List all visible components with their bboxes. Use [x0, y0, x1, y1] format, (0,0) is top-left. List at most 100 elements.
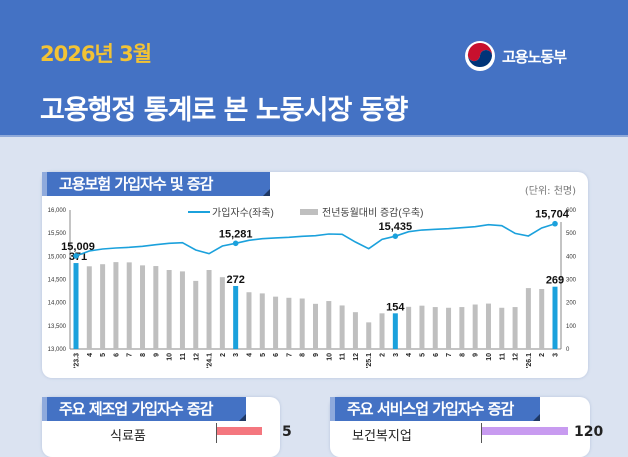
bar	[166, 270, 172, 349]
right-tick-label: 200	[566, 301, 577, 307]
left-tick-label: 16,000	[48, 208, 67, 214]
x-tick-label: 3	[233, 353, 240, 357]
left-tick-label: 15,000	[48, 254, 67, 260]
bar	[153, 266, 159, 349]
x-tick-label: 12	[513, 353, 520, 361]
bar	[126, 262, 132, 349]
axis-line	[481, 423, 482, 443]
legend-bar-label: 전년동월대비 증감(우축)	[322, 207, 423, 219]
combo-chart: 가입자수(좌축) 전년동월대비 증감(우축) 13,000 13,500 14,00…	[48, 206, 577, 368]
axis-line	[216, 423, 217, 443]
bar	[73, 263, 79, 349]
bar	[326, 301, 332, 349]
x-tick-label: 9	[313, 353, 320, 357]
bar	[472, 304, 478, 349]
x-tick-label: 11	[180, 353, 187, 361]
bar	[286, 297, 292, 349]
report-date: 2026년 3월	[40, 42, 152, 66]
bar	[86, 266, 92, 349]
x-tick-label: 6	[433, 353, 440, 357]
line-data-label: 15,009	[61, 241, 95, 253]
service-card: 주요 서비스업 가입자수 증감 보건복지업 120	[330, 397, 603, 457]
ministry-logo: 고용노동부	[464, 40, 567, 72]
x-tick-label: 9	[473, 353, 480, 357]
x-tick-label: '25.1	[366, 353, 373, 368]
x-tick-label: 6	[273, 353, 280, 357]
bar	[246, 292, 252, 349]
industry-bar	[482, 427, 568, 435]
bar	[206, 270, 212, 349]
bar	[485, 303, 491, 349]
x-tick-label: 7	[286, 353, 293, 357]
line-data-label: 15,435	[379, 221, 413, 233]
x-tick-label: '24.1	[207, 353, 214, 368]
right-tick-label: 0	[566, 347, 570, 353]
x-tick-label: '23.3	[74, 353, 81, 368]
x-tick-label: 10	[167, 353, 174, 361]
x-tick-label: 4	[87, 353, 94, 357]
taegeuk-emblem-icon	[465, 41, 495, 71]
line-data-label: 15,704	[535, 209, 570, 221]
right-tick-label: 400	[566, 254, 577, 260]
right-tick-label: 600	[566, 208, 577, 214]
bar	[512, 307, 518, 349]
manufacturing-card-title: 주요 제조업 가입자수 증감	[42, 397, 246, 421]
subscriber-line	[75, 222, 556, 257]
bar	[406, 306, 412, 349]
bar	[140, 265, 146, 349]
bar	[539, 288, 545, 349]
x-tick-label: 11	[340, 353, 347, 361]
left-tick-label: 13,500	[48, 324, 67, 330]
legend-line-label: 가입자수(좌축)	[212, 206, 274, 219]
bar	[499, 307, 505, 349]
x-tick-label: 12	[353, 353, 360, 361]
bar	[352, 312, 358, 349]
ministry-name: 고용노동부	[502, 47, 567, 66]
left-tick-label: 15,500	[48, 231, 67, 237]
service-card-title: 주요 서비스업 가입자수 증감	[330, 397, 540, 421]
x-tick-label: 3	[393, 353, 400, 357]
right-tick-label: 300	[566, 278, 577, 284]
line-point	[392, 233, 399, 239]
bar-data-label: 269	[546, 275, 564, 287]
line-point	[232, 240, 239, 247]
bar	[299, 298, 305, 349]
x-tick-label: 9	[153, 353, 160, 357]
x-tick-label: 2	[539, 353, 546, 357]
right-tick-label: 100	[566, 324, 577, 330]
industry-value: 120	[574, 424, 604, 440]
bar	[193, 280, 199, 349]
bar	[419, 305, 425, 349]
industry-label: 식료품	[110, 429, 146, 444]
bar	[379, 313, 385, 349]
bar	[552, 286, 558, 349]
bar	[219, 277, 225, 349]
bar	[100, 264, 106, 349]
industry-value: 5	[282, 424, 292, 440]
x-tick-label: 10	[486, 353, 493, 361]
x-tick-label: 7	[446, 353, 453, 357]
legend-bar-swatch	[300, 209, 318, 215]
x-tick-label: 8	[459, 353, 466, 357]
bar	[432, 307, 438, 349]
x-tick-label: 5	[419, 353, 426, 357]
bar	[525, 288, 531, 349]
x-tick-label: 12	[193, 353, 200, 361]
bar	[366, 322, 372, 349]
x-tick-label: 5	[260, 353, 267, 357]
bar	[392, 313, 398, 349]
left-tick-label: 13,000	[48, 347, 67, 353]
x-tick-label: 2	[380, 353, 387, 357]
bar	[233, 285, 239, 349]
line-data-label: 15,281	[219, 228, 253, 240]
bar	[446, 307, 452, 349]
right-tick-label: 500	[566, 231, 577, 237]
x-tick-label: 6	[113, 353, 120, 357]
x-tick-label: 10	[326, 353, 333, 361]
bar	[113, 262, 119, 349]
line-point	[552, 220, 558, 227]
x-tick-label: 4	[406, 353, 413, 357]
line-point	[73, 253, 79, 259]
x-tick-label: '26.1	[526, 353, 533, 368]
x-tick-label: 8	[300, 353, 307, 357]
